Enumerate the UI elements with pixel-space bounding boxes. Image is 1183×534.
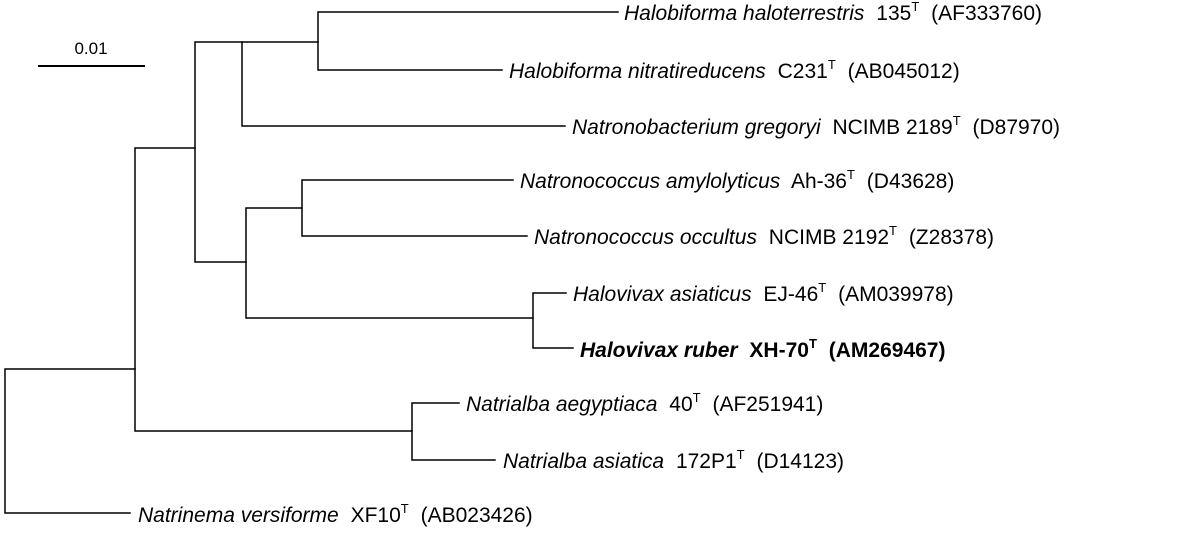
accession-number: (Z28378) (909, 226, 994, 249)
branch-node-b (194, 41, 247, 263)
type-strain-mark: T (828, 57, 836, 72)
taxon-name: Halovivax ruber (580, 339, 739, 362)
scale-bar: 0.01 (38, 39, 145, 67)
type-strain-mark: T (818, 280, 826, 295)
taxon-strain: NCIMB 2192 (769, 226, 889, 249)
accession-number: (D43628) (867, 170, 955, 193)
taxon-labels: Halobiforma haloterrestris 135T (AF33376… (138, 0, 1060, 527)
accession-number: (D14123) (756, 450, 844, 473)
taxon-name: Natrialba asiatica (503, 450, 664, 473)
accession-number: (AF333760) (931, 2, 1042, 25)
taxon-label-natrialba-asiatica: Natrialba asiatica 172P1T (D14123) (503, 441, 844, 473)
branch-node-h (411, 402, 496, 461)
taxon-strain: XH-70 (749, 339, 809, 362)
accession-number: (AB045012) (848, 60, 960, 83)
taxon-label-halovivax-asiaticus: Halovivax asiaticus EJ-46T (AM039978) (573, 274, 954, 306)
taxon-strain: NCIMB 2189 (832, 116, 952, 139)
taxon-label-halobiforma-nitratireducens: Halobiforma nitratireducens C231T (AB045… (509, 51, 960, 83)
branch-node-a (134, 147, 413, 432)
taxon-label-halovivax-ruber: Halovivax ruber XH-70T (AM269467) (580, 330, 945, 362)
type-strain-mark: T (737, 447, 745, 462)
taxon-strain: 172P1 (676, 450, 737, 473)
taxon-strain: XF10 (351, 504, 401, 527)
accession-number: (AF251941) (712, 393, 823, 416)
taxon-name: Natrinema versiforme (138, 504, 339, 527)
taxon-strain: 40 (669, 393, 692, 416)
branch-node-c (241, 41, 566, 127)
type-strain-mark: T (911, 0, 919, 14)
taxon-strain: C231 (778, 60, 828, 83)
accession-number: (D87970) (972, 116, 1060, 139)
accession-number: (AB023426) (421, 504, 533, 527)
taxon-strain: 135 (876, 2, 911, 25)
taxon-strain: Ah-36 (791, 170, 847, 193)
branch-node-e (245, 207, 534, 319)
branch-node-f (301, 179, 528, 237)
type-strain-mark: T (693, 390, 701, 405)
branch-root (4, 368, 136, 514)
taxon-label-halobiforma-haloterrestris: Halobiforma haloterrestris 135T (AF33376… (624, 0, 1042, 25)
taxon-name: Natronobacterium gregoryi (572, 116, 822, 139)
taxon-strain: EJ-46 (763, 283, 818, 306)
taxon-name: Halobiforma nitratireducens (509, 60, 766, 83)
type-strain-mark: T (847, 167, 855, 182)
taxon-name: Natrialba aegyptiaca (466, 393, 657, 416)
taxon-name: Halobiforma haloterrestris (624, 2, 865, 25)
taxon-label-natronococcus-occultus: Natronococcus occultus NCIMB 2192T (Z283… (534, 217, 994, 249)
taxon-label-natronobacterium-gregoryi: Natronobacterium gregoryi NCIMB 2189T (D… (572, 107, 1060, 139)
accession-number: (AM039978) (838, 283, 954, 306)
branch-node-d (317, 11, 619, 71)
scale-bar-label: 0.01 (74, 39, 107, 58)
tree-branches (4, 11, 619, 514)
taxon-label-natronococcus-amylolyticus: Natronococcus amylolyticus Ah-36T (D4362… (520, 161, 954, 193)
taxon-name: Natronococcus amylolyticus (520, 170, 781, 193)
taxon-label-natrinema-versiforme: Natrinema versiforme XF10T (AB023426) (138, 495, 533, 527)
taxon-name: Halovivax asiaticus (573, 283, 752, 306)
accession-number: (AM269467) (829, 339, 946, 362)
type-strain-mark: T (401, 501, 409, 516)
type-strain-mark: T (809, 336, 817, 351)
branch-node-g (532, 292, 574, 349)
taxon-label-natrialba-aegyptiaca: Natrialba aegyptiaca 40T (AF251941) (466, 384, 823, 416)
type-strain-mark: T (889, 223, 897, 238)
type-strain-mark: T (953, 113, 961, 128)
taxon-name: Natronococcus occultus (534, 226, 757, 249)
